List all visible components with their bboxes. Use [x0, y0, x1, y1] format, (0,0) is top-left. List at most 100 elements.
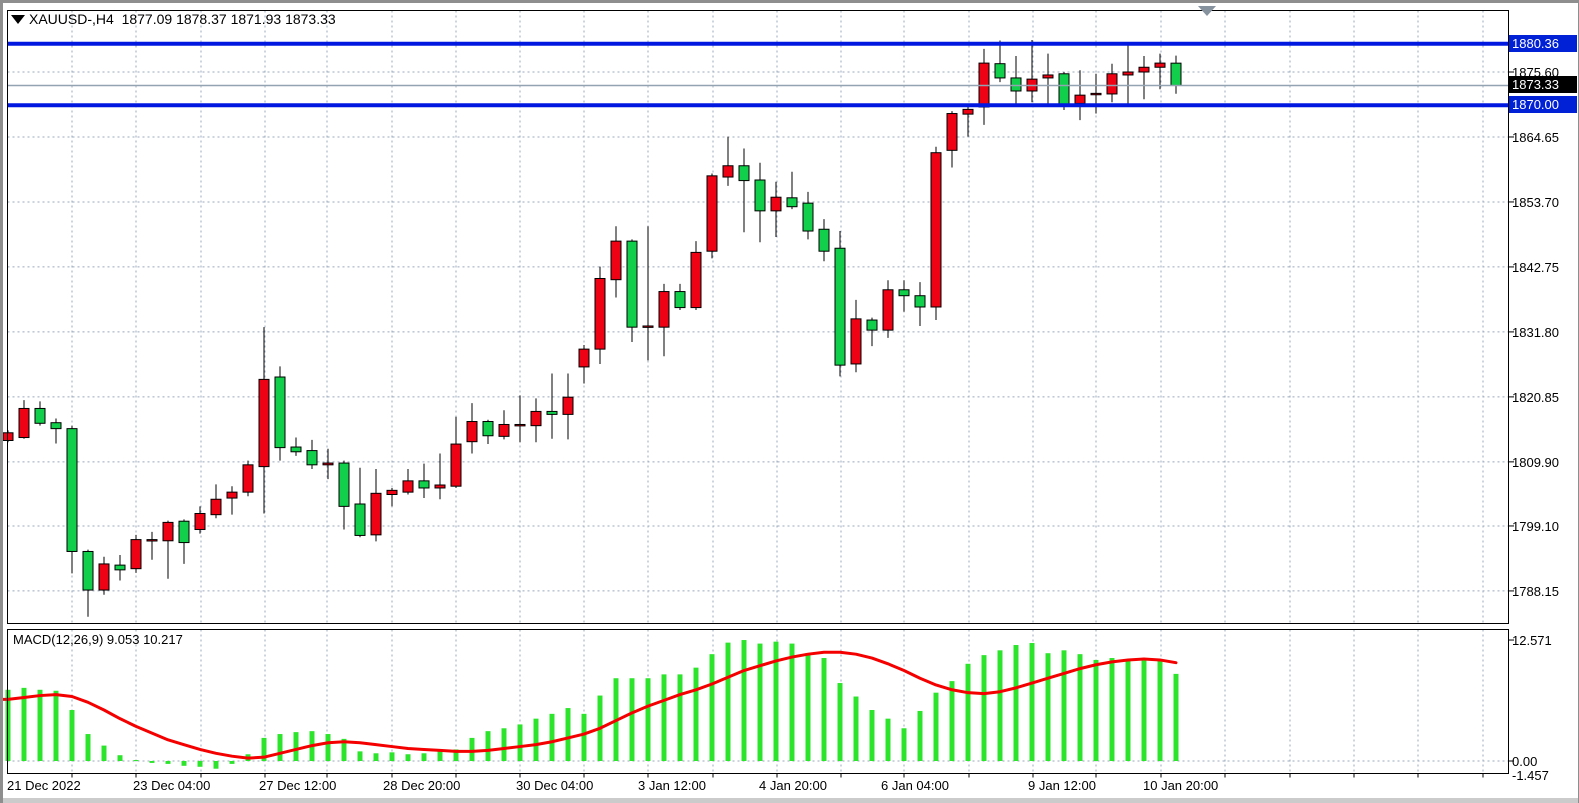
candle-body	[1042, 74, 1054, 79]
price-scale-label: 1799.10	[1512, 518, 1559, 534]
candle-body	[34, 407, 46, 424]
candle-body	[786, 197, 798, 208]
candle-body	[226, 491, 238, 499]
macd-signal-line	[3, 650, 1178, 760]
price-scale-label: 1788.15	[1512, 583, 1559, 599]
macd-histogram-bar	[1093, 659, 1099, 761]
time-scale-label: 4 Jan 20:00	[759, 778, 827, 793]
macd-histogram-bar	[965, 663, 971, 761]
main-panel-border	[7, 10, 1509, 624]
macd-histogram-bar	[21, 687, 27, 761]
level-price-label: 1870.00	[1509, 96, 1577, 114]
macd-histogram-bar	[581, 713, 587, 761]
candle-body	[386, 489, 398, 496]
macd-indicator-label: MACD(12,26,9) 9.053 10.217	[13, 632, 183, 647]
macd-histogram-bar	[181, 761, 187, 766]
candle-body	[546, 410, 558, 415]
macd-histogram-bar	[869, 709, 875, 761]
macd-histogram-bar	[1125, 660, 1131, 761]
candle-body	[898, 289, 910, 297]
price-scale-label: 1809.90	[1512, 454, 1559, 470]
candle-body	[626, 240, 638, 328]
macd-histogram-bar	[53, 690, 59, 761]
macd-histogram-bar	[293, 732, 299, 761]
macd-histogram-bar	[661, 674, 667, 761]
candle-body	[370, 492, 382, 536]
macd-histogram-bar	[565, 708, 571, 761]
macd-histogram-bar	[821, 658, 827, 761]
macd-histogram-bar	[405, 754, 411, 761]
candle-body	[594, 278, 606, 350]
macd-histogram-bar	[277, 734, 283, 761]
candle-body	[162, 521, 174, 542]
current-price-label: 1873.33	[1509, 76, 1577, 94]
candle-body	[1090, 92, 1102, 96]
candle-body	[498, 423, 510, 437]
symbol-timeframe-label: XAUUSD-,H4	[29, 11, 114, 27]
candle-body	[18, 407, 30, 439]
candle-body	[866, 319, 878, 331]
candle-body	[338, 462, 350, 507]
macd-histogram-bar	[197, 761, 203, 767]
macd-histogram-bar	[389, 752, 395, 761]
chart-canvas[interactable]	[3, 3, 1579, 803]
macd-histogram-bar	[37, 689, 43, 761]
macd-histogram-bar	[741, 640, 747, 761]
candle-body	[178, 520, 190, 544]
chart-shift-icon[interactable]	[1198, 6, 1216, 16]
candle-body	[274, 376, 286, 449]
time-scale-label: 30 Dec 04:00	[516, 778, 594, 793]
symbol-dropdown-icon	[11, 15, 25, 24]
candle-body	[674, 291, 686, 309]
macd-histogram-bar	[1045, 653, 1051, 761]
candle-body	[658, 291, 670, 328]
macd-scale-label: -1.457	[1512, 768, 1549, 784]
macd-histogram-bar	[1061, 650, 1067, 761]
macd-histogram-bar	[1013, 645, 1019, 761]
time-scale-label: 3 Jan 12:00	[638, 778, 706, 793]
macd-histogram-bar	[917, 710, 923, 761]
candle-body	[850, 318, 862, 365]
macd-histogram-bar	[469, 737, 475, 761]
ohlc-values-label: 1877.09 1878.37 1871.93 1873.33	[121, 11, 336, 27]
macd-histogram-bar	[1077, 654, 1083, 761]
macd-histogram-bar	[149, 761, 155, 763]
candle-body	[946, 113, 958, 151]
macd-histogram-bar	[517, 724, 523, 761]
macd-histogram-bar	[421, 753, 427, 761]
macd-histogram-bar	[933, 692, 939, 761]
macd-histogram-bar	[533, 718, 539, 761]
time-scale-label: 21 Dec 2022	[7, 778, 81, 793]
candle-body	[210, 498, 222, 516]
window-bottom-edge	[3, 798, 1578, 803]
macd-histogram-bar	[341, 738, 347, 761]
candle-body	[98, 563, 110, 591]
macd-histogram-bar	[501, 728, 507, 761]
time-scale-label: 23 Dec 04:00	[133, 778, 211, 793]
candle-body	[962, 108, 974, 115]
macd-histogram-bar	[629, 678, 635, 761]
candle-body	[1058, 73, 1070, 105]
time-scale-label: 9 Jan 12:00	[1028, 778, 1096, 793]
macd-histogram-bar	[229, 761, 235, 764]
candle-body	[466, 421, 478, 443]
candle-body	[930, 152, 942, 308]
macd-histogram-bar	[901, 728, 907, 761]
candle-body	[802, 202, 814, 232]
macd-scale-label: 12.571	[1512, 633, 1552, 649]
macd-histogram-bar	[885, 718, 891, 761]
candle-body	[114, 564, 126, 571]
candle-body	[610, 240, 622, 281]
candle-body	[1010, 77, 1022, 92]
candle-body	[50, 422, 62, 430]
price-scale-label: 1853.70	[1512, 194, 1559, 210]
main-panel-bg	[7, 10, 1509, 624]
level-price-label: 1880.36	[1509, 34, 1577, 52]
macd-histogram-bar	[453, 749, 459, 761]
candle-body	[722, 165, 734, 178]
macd-histogram-bar	[1157, 660, 1163, 761]
candle-body	[66, 428, 78, 552]
candle-body	[562, 396, 574, 415]
macd-histogram-bar	[837, 683, 843, 761]
